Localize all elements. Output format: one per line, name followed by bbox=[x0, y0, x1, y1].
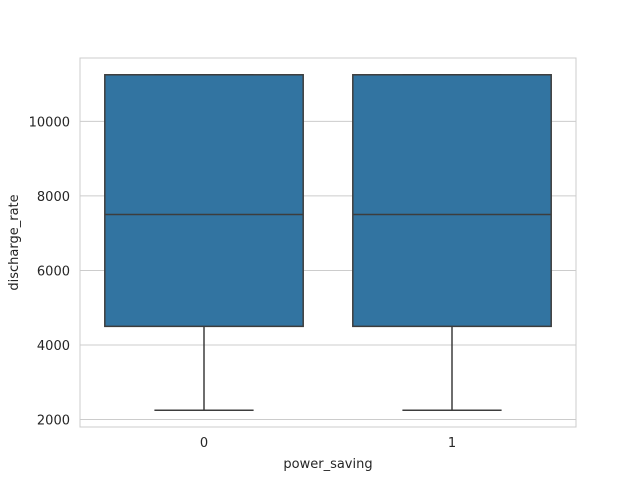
y-tick-labels: 2000 4000 6000 8000 10000 bbox=[29, 115, 70, 428]
y-tick-label: 10000 bbox=[29, 115, 70, 130]
x-tick-label: 0 bbox=[200, 436, 208, 451]
box-iqr bbox=[352, 74, 552, 328]
box-series bbox=[104, 74, 552, 411]
y-tick-label: 4000 bbox=[37, 339, 70, 354]
x-tick-label: 1 bbox=[448, 436, 456, 451]
x-axis-label: power_saving bbox=[283, 457, 372, 472]
box-group-1 bbox=[352, 74, 552, 411]
y-tick-label: 6000 bbox=[37, 264, 70, 279]
box-group-0 bbox=[104, 74, 304, 411]
y-tick-label: 2000 bbox=[37, 414, 70, 429]
y-axis-label: discharge_rate bbox=[7, 194, 22, 290]
plot-frame bbox=[79, 57, 577, 428]
y-tick-label: 8000 bbox=[37, 190, 70, 205]
box-iqr bbox=[104, 74, 304, 328]
